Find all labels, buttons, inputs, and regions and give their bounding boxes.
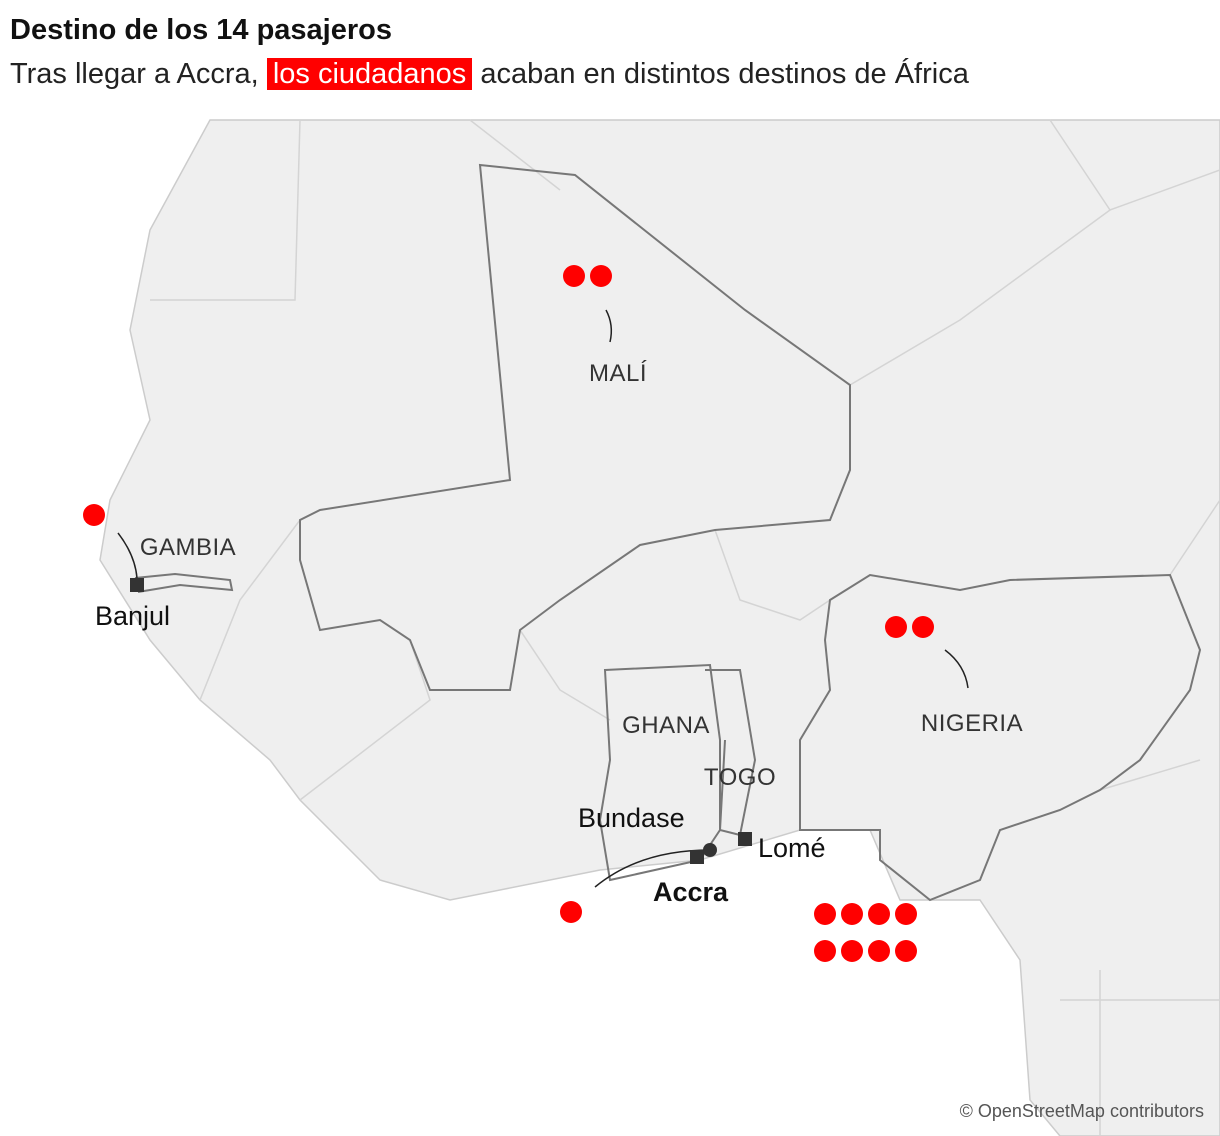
title: Destino de los 14 pasajeros — [10, 14, 392, 46]
passenger-dot — [841, 903, 863, 925]
passenger-dot — [814, 940, 836, 962]
country-label: MALÍ — [589, 360, 647, 387]
passenger-dot — [560, 901, 582, 923]
passenger-dot — [841, 940, 863, 962]
subtitle-text: Tras llegar a Accra, — [10, 58, 259, 90]
land — [99, 119, 1220, 1136]
city-label: Accra — [653, 877, 729, 907]
passenger-dot — [590, 265, 612, 287]
city-label: Bundase — [578, 803, 685, 833]
city-label: Lomé — [758, 833, 826, 863]
country-label: NIGERIA — [921, 710, 1023, 737]
subtitle: Tras llegar a Accra, los ciudadanos acab… — [10, 58, 969, 91]
passenger-dot — [563, 265, 585, 287]
passenger-dot — [814, 903, 836, 925]
passenger-dot — [912, 616, 934, 638]
passenger-dot — [895, 940, 917, 962]
passenger-dot — [868, 940, 890, 962]
passenger-dot — [885, 616, 907, 638]
country-label: GHANA — [622, 712, 710, 739]
passenger-dot — [868, 903, 890, 925]
borders — [150, 119, 1220, 1136]
city-label: Banjul — [95, 601, 170, 631]
country-label: GAMBIA — [140, 534, 236, 561]
subtitle-text: acaban en distintos destinos de África — [480, 58, 969, 90]
city-markers — [130, 578, 752, 864]
attribution: © OpenStreetMap contributors — [960, 1101, 1204, 1121]
highlight: los ciudadanos — [266, 58, 473, 90]
country-label: TOGO — [704, 764, 776, 791]
passenger-dot — [895, 903, 917, 925]
passenger-dot — [83, 504, 105, 526]
